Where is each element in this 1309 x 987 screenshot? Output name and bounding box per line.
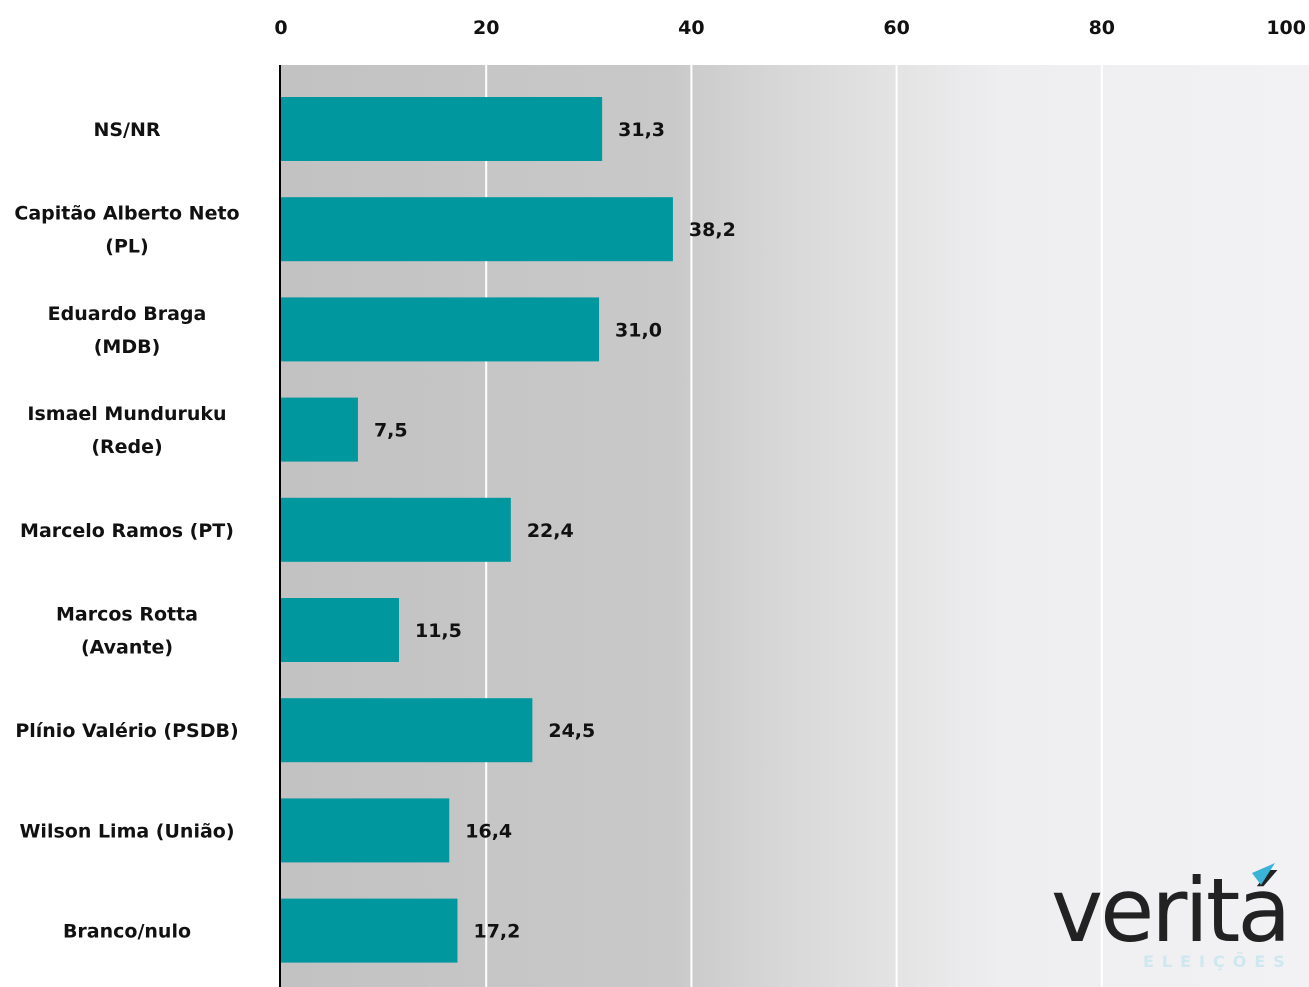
bar [281, 898, 458, 963]
data-label: 16,4 [465, 820, 512, 842]
logo-subtitle: ELEIÇÕES [1143, 952, 1293, 971]
data-label: 24,5 [548, 720, 595, 742]
logo-word: veritá [1051, 863, 1288, 962]
bar [281, 698, 533, 763]
data-label: 17,2 [473, 921, 520, 943]
logo-accent [1252, 863, 1275, 885]
verita-logo: veritá ELEIÇÕES [1051, 863, 1293, 971]
category-label: Ismael Munduruku [27, 403, 226, 425]
category-label: (MDB) [94, 336, 161, 358]
x-tick-label: 20 [473, 17, 499, 39]
data-label: 22,4 [527, 520, 574, 542]
x-tick-label: 0 [274, 17, 287, 39]
category-label: Branco/nulo [63, 921, 191, 943]
category-label: Marcelo Ramos (PT) [20, 520, 234, 542]
bar [281, 497, 511, 562]
bar [281, 397, 358, 462]
category-label: Marcos Rotta [56, 604, 198, 626]
data-label: 31,3 [618, 119, 665, 141]
bar [281, 598, 399, 662]
bar [281, 798, 450, 863]
category-label: Plínio Valério (PSDB) [15, 720, 238, 742]
category-label: Wilson Lima (União) [19, 820, 234, 842]
data-label: 7,5 [374, 420, 408, 442]
data-label: 31,0 [615, 319, 662, 341]
category-label: Eduardo Braga [48, 303, 207, 325]
bar [281, 297, 600, 362]
data-label: 11,5 [415, 620, 462, 642]
x-tick-label: 60 [883, 17, 909, 39]
category-label: Capitão Alberto Neto [14, 203, 239, 225]
x-tick-label: 40 [678, 17, 704, 39]
category-label: (PL) [105, 236, 148, 258]
bar [281, 197, 673, 262]
category-label: NS/NR [93, 119, 160, 141]
category-label: (Avante) [81, 637, 173, 659]
data-label: 38,2 [689, 219, 736, 241]
x-tick-label: 100 [1266, 17, 1306, 39]
bar [281, 97, 603, 161]
x-tick-label: 80 [1089, 17, 1115, 39]
category-label: (Rede) [91, 436, 162, 458]
